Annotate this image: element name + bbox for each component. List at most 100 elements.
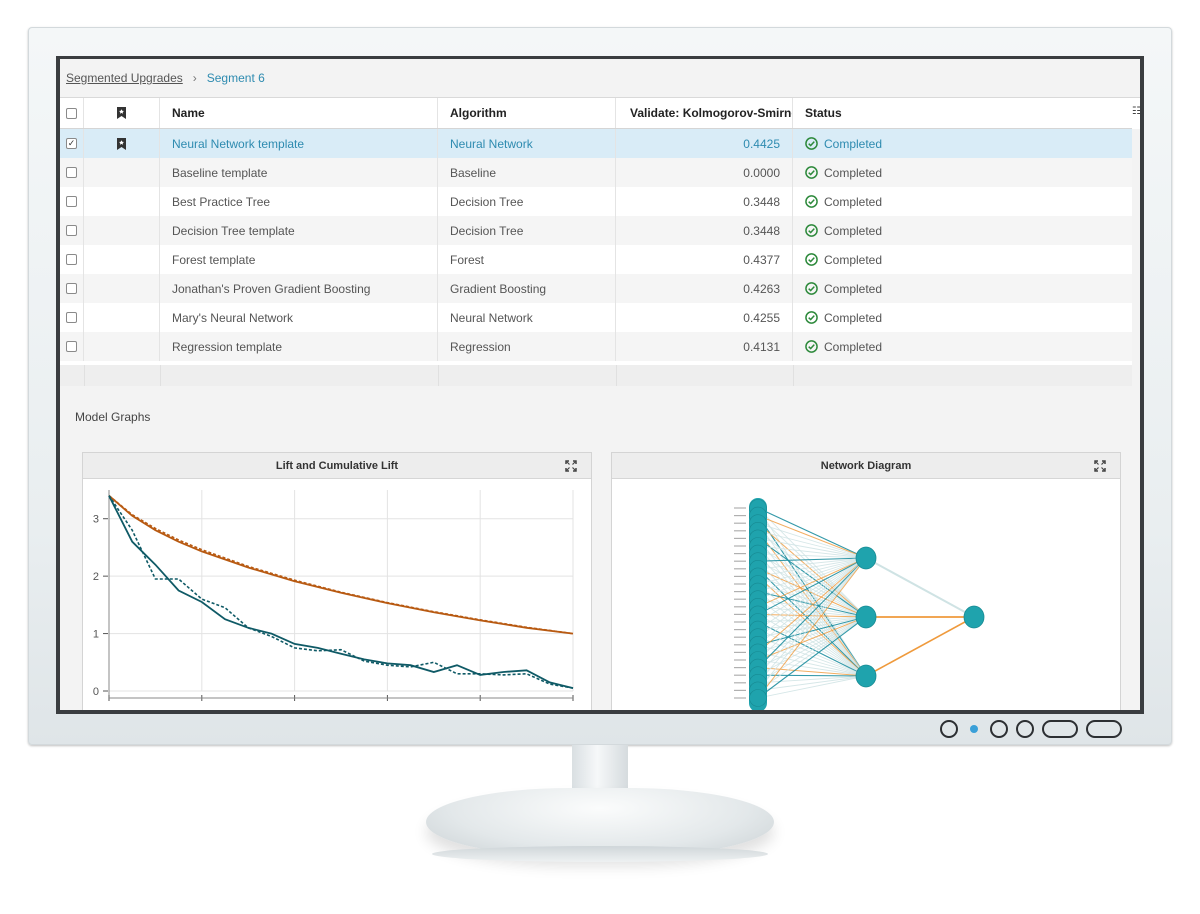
network-edge: [757, 616, 867, 699]
model-validate-value: 0.0000: [616, 158, 793, 187]
table-scrollbar[interactable]: [1132, 129, 1140, 386]
model-validate-value: 0.3448: [616, 187, 793, 216]
column-header-algorithm[interactable]: Algorithm: [438, 98, 616, 128]
monitor-stand-base: [426, 788, 774, 856]
table-row[interactable]: Baseline template Baseline 0.0000 Completed: [60, 158, 1132, 187]
network-edge: [757, 557, 867, 638]
status-text: Completed: [824, 252, 883, 267]
model-name[interactable]: Decision Tree template: [160, 216, 438, 245]
network-edge: [757, 515, 867, 559]
network-edge: [757, 557, 867, 593]
status-badge: Completed: [805, 166, 882, 180]
network-edge: [757, 560, 867, 677]
monitor-button[interactable]: [1042, 720, 1078, 738]
table-row[interactable]: Jonathan's Proven Gradient Boosting Gradi…: [60, 274, 1132, 303]
model-name[interactable]: Neural Network template: [160, 129, 438, 158]
status-text: Completed: [824, 136, 883, 151]
network-edge: [757, 616, 867, 631]
model-name[interactable]: Best Practice Tree: [160, 187, 438, 216]
network-edge: [757, 621, 867, 677]
table-row[interactable]: Mary's Neural Network Neural Network 0.425…: [60, 303, 1132, 332]
model-name[interactable]: Regression template: [160, 332, 438, 361]
row-checkbox[interactable]: [66, 225, 77, 236]
monitor-power-button[interactable]: [940, 720, 958, 738]
network-edge: [757, 545, 867, 618]
monitor-button[interactable]: [1016, 720, 1034, 738]
status-badge: Completed: [805, 137, 882, 151]
status-text: Completed: [824, 223, 883, 238]
network-edge: [757, 538, 867, 677]
table-row[interactable]: Regression template Regression 0.4131 Compl…: [60, 332, 1132, 361]
column-header-name[interactable]: Name: [160, 98, 438, 128]
network-edges: [757, 507, 975, 699]
network-edge: [757, 616, 867, 684]
lift-series-2: [108, 495, 574, 689]
hidden-node[interactable]: [855, 546, 877, 570]
network-edge: [757, 522, 867, 559]
network-edge: [757, 545, 867, 677]
network-edge: [757, 616, 867, 646]
network-edge: [757, 557, 867, 585]
network-diagram-header: Network Diagram: [612, 453, 1120, 479]
monitor-controls: [940, 718, 1122, 740]
column-header-validate[interactable]: Validate: Kolmogorov-Smirno...: [616, 98, 793, 128]
status-badge: Completed: [805, 340, 882, 354]
monitor-button[interactable]: [990, 720, 1008, 738]
models-table: Name Algorithm Validate: Kolmogorov-Smir…: [60, 97, 1140, 386]
network-edge: [757, 557, 867, 570]
check-circle-icon: [805, 311, 818, 324]
network-edge: [757, 583, 867, 618]
monitor-button[interactable]: [1086, 720, 1122, 738]
model-name[interactable]: Baseline template: [160, 158, 438, 187]
network-edge: [757, 557, 867, 562]
expand-icon[interactable]: [1094, 460, 1106, 472]
lift-chart-title: Lift and Cumulative Lift: [275, 459, 399, 472]
model-name[interactable]: Mary's Neural Network: [160, 303, 438, 332]
chevron-right-icon: ›: [192, 71, 197, 85]
breadcrumb-parent-link[interactable]: Segmented Upgrades: [66, 71, 183, 85]
row-checkbox[interactable]: [66, 167, 77, 178]
network-edge: [757, 636, 867, 677]
champion-bookmark-icon[interactable]: [117, 137, 126, 150]
input-node[interactable]: [749, 689, 767, 707]
network-edge: [757, 515, 867, 677]
y-tick-label: 0: [93, 686, 99, 698]
model-algorithm: Decision Tree: [438, 216, 616, 245]
network-edge: [757, 522, 867, 677]
network-edge: [757, 675, 867, 684]
network-edge: [757, 557, 867, 676]
network-diagram-panel: Network Diagram: [611, 452, 1121, 710]
table-row[interactable]: ✓ Neural Network template Neural Network 0.…: [60, 129, 1132, 158]
table-row[interactable]: Decision Tree template Decision Tree 0.344…: [60, 216, 1132, 245]
network-edge: [757, 557, 867, 646]
column-options-icon[interactable]: ☷: [1132, 106, 1140, 117]
network-edge: [757, 557, 867, 600]
network-edge: [757, 616, 867, 691]
column-header-status[interactable]: Status: [805, 106, 842, 120]
monitor-stand-rim: [432, 846, 768, 862]
lift-series-0: [108, 495, 574, 635]
row-checkbox[interactable]: [66, 283, 77, 294]
output-node[interactable]: [963, 605, 985, 629]
network-edge: [865, 557, 975, 618]
row-checkbox[interactable]: [66, 341, 77, 352]
status-badge: Completed: [805, 195, 882, 209]
row-checkbox[interactable]: ✓: [66, 138, 77, 149]
network-edge: [757, 522, 867, 618]
row-checkbox[interactable]: [66, 196, 77, 207]
network-edge: [757, 507, 867, 618]
hidden-node[interactable]: [855, 664, 877, 688]
network-edge: [757, 674, 867, 677]
model-name[interactable]: Jonathan's Proven Gradient Boosting: [160, 274, 438, 303]
network-edge: [757, 530, 867, 618]
row-checkbox[interactable]: [66, 312, 77, 323]
table-row[interactable]: Best Practice Tree Decision Tree 0.3448 Com…: [60, 187, 1132, 216]
bookmark-star-icon[interactable]: [117, 107, 126, 119]
model-name[interactable]: Forest template: [160, 245, 438, 274]
expand-icon[interactable]: [565, 460, 577, 472]
hidden-node[interactable]: [855, 605, 877, 629]
select-all-checkbox[interactable]: [66, 107, 77, 119]
network-edge: [757, 598, 867, 677]
table-row[interactable]: Forest template Forest 0.4377 Completed: [60, 245, 1132, 274]
row-checkbox[interactable]: [66, 254, 77, 265]
